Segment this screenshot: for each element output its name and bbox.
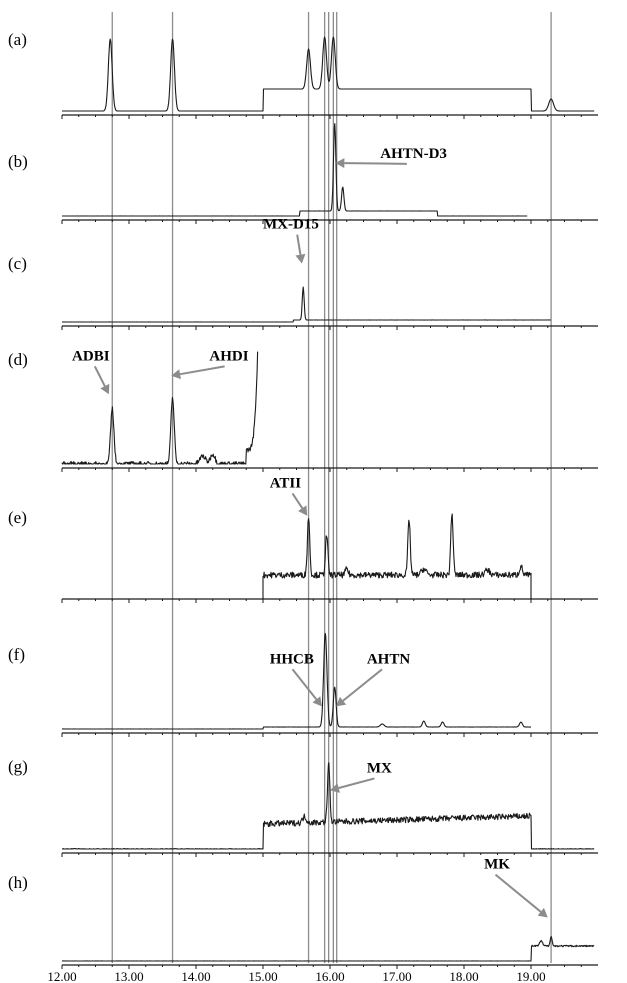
x-tick-label: 14.00 (181, 969, 210, 983)
annotation-arrow (296, 234, 302, 255)
panel-d: (d) ADBI AHDI (8, 348, 598, 472)
panel-a: (a) (8, 30, 598, 119)
annotation-label: AHTN (367, 651, 411, 667)
annotation-atii: ATII (270, 475, 308, 516)
annotation-arrow (342, 668, 383, 702)
panel-b: (b) AHTN-D3 (8, 123, 598, 224)
panel-label: (f) (8, 645, 25, 664)
annotation-arrowhead (312, 696, 322, 707)
annotation-ahtn-d3: AHTN-D3 (335, 146, 447, 169)
annotation-arrowhead (171, 369, 181, 380)
panel-label: (d) (8, 350, 28, 369)
annotation-mx: MX (330, 760, 392, 793)
annotation-label: MK (484, 857, 510, 873)
annotation-label: ADBI (72, 348, 110, 364)
annotation-arrow (179, 365, 225, 376)
annotation-label: MX-D15 (263, 217, 319, 233)
panel-label: (h) (8, 873, 28, 892)
annotation-arrowhead (100, 383, 110, 395)
x-tick-label: 17.00 (382, 969, 411, 983)
x-tick-label: 12.00 (47, 969, 76, 983)
panel-label: (c) (8, 254, 27, 273)
annotation-arrow (338, 777, 375, 789)
panel-label: (a) (8, 30, 27, 49)
trace-line (61, 632, 532, 730)
annotation-arrow (291, 492, 304, 509)
chromatogram-panels: (a) (b) AHTN-D3 (c) MX-D15 (d) ADBI AHDI (e) ATII… (8, 30, 598, 969)
annotation-mk: MK (484, 857, 548, 918)
trace-line (61, 351, 259, 465)
annotation-label: HHCB (270, 651, 314, 667)
annotation-label: MX (367, 760, 392, 776)
annotation-arrow (93, 365, 106, 387)
annotation-label: AHDI (209, 348, 248, 364)
x-tick-label: 18.00 (449, 969, 478, 983)
x-axis: 12.00 13.00 14.00 15.00 16.00 17.00 18.00 19.00 (47, 969, 545, 983)
panel-label: (g) (8, 757, 28, 776)
annotation-arrowhead (330, 783, 340, 793)
annotation-arrow (344, 162, 407, 165)
panel-label: (b) (8, 152, 28, 171)
annotation-arrowhead (537, 907, 548, 918)
x-tick-label: 13.00 (114, 969, 143, 983)
annotation-arrowhead (335, 158, 345, 169)
annotation-label: AHTN-D3 (380, 146, 447, 162)
trace-line (61, 936, 595, 962)
x-tick-label: 15.00 (248, 969, 277, 983)
annotation-ahdi: AHDI (171, 348, 249, 380)
panel-label: (e) (8, 508, 27, 527)
annotation-adbi: ADBI (72, 348, 110, 395)
annotation-label: ATII (270, 475, 302, 491)
annotation-ahtn: AHTN (336, 651, 411, 707)
annotation-arrowhead (298, 505, 308, 516)
annotation-arrowhead (336, 696, 347, 707)
trace-line (61, 123, 528, 217)
annotation-arrowhead (295, 253, 306, 264)
trace-line (61, 36, 595, 112)
trace-line (61, 762, 595, 850)
annotation-arrow (494, 873, 542, 913)
panel-h: (h) MK (8, 857, 598, 969)
panel-e: (e) ATII (8, 475, 598, 603)
panel-g: (g) MX (8, 757, 598, 857)
annotation-arrow (291, 668, 318, 700)
x-tick-label: 19.00 (516, 969, 545, 983)
trace-line (61, 286, 551, 323)
panel-f: (f) HHCB AHTN (8, 632, 598, 737)
annotation-hhcb: HHCB (270, 651, 322, 707)
annotation-mx-d15: MX-D15 (263, 217, 319, 264)
panel-c: (c) MX-D15 (8, 217, 598, 330)
x-tick-label: 16.00 (315, 969, 344, 983)
trace-line (262, 513, 532, 599)
